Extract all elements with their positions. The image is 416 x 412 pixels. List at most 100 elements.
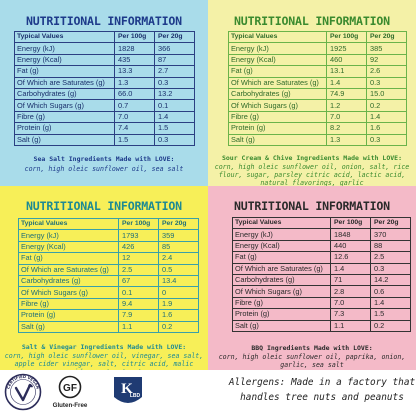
- cell-label: Energy (Kcal): [228, 53, 327, 67]
- table-row: Of Which Sugars (g) 2.8 0.6: [232, 285, 411, 298]
- cell-per100: 1.1: [118, 320, 159, 333]
- cell-label: Protein (g): [18, 309, 119, 322]
- cell-label: Fibre (g): [18, 297, 119, 311]
- cell-label: Energy (Kcal): [14, 53, 115, 67]
- cell-label: Fat (g): [228, 65, 327, 78]
- cell-per100: 74.9: [326, 87, 367, 101]
- cell-label: Protein (g): [228, 122, 327, 135]
- table-row: Of Which Sugars (g) 1.2 0.2: [228, 99, 407, 112]
- cell-per20: 0.1: [154, 99, 195, 112]
- nutrition-table: Typical Values Per 100g Per 20g Energy (kJ)…: [232, 216, 411, 332]
- cell-per20: 2.7: [154, 65, 195, 78]
- cell-per100: 12: [118, 252, 159, 265]
- table-row: Fat (g) 13.3 2.7: [14, 65, 195, 78]
- table-row: Energy (kJ) 1793 359: [18, 229, 199, 242]
- cell-per100: 8.2: [326, 122, 367, 135]
- cell-per100: 71: [330, 273, 371, 287]
- cell-per20: 0.3: [154, 133, 195, 146]
- cell-label: Of Which are Saturates (g): [228, 76, 327, 89]
- cell-label: Fat (g): [14, 65, 115, 78]
- cell-per20: 1.6: [366, 122, 407, 135]
- header-per20: Per 20g: [370, 216, 411, 230]
- cell-label: Fat (g): [18, 252, 119, 265]
- allergens-note: Allergens: Made in a factory that handle…: [228, 377, 416, 403]
- cell-per100: 7.0: [330, 296, 371, 310]
- table-row: Protein (g) 7.4 1.5: [14, 122, 195, 135]
- kosher-mark: K: [121, 381, 133, 397]
- cell-per100: 9.4: [118, 297, 159, 311]
- cell-per100: 2.8: [330, 285, 371, 298]
- cell-per100: 66.0: [114, 87, 155, 101]
- ingredients-text: corn, high oleic sunflower oil, onion, s…: [214, 163, 410, 186]
- table-row: Energy (Kcal) 426 85: [18, 240, 199, 254]
- cell-label: Of Which are Saturates (g): [18, 263, 119, 276]
- kosher-label: LBD: [130, 393, 141, 399]
- cell-per100: 1925: [326, 42, 367, 55]
- cell-label: Protein (g): [14, 122, 115, 135]
- cell-label: Energy (kJ): [232, 228, 331, 241]
- cell-per20: 92: [366, 53, 407, 67]
- cell-per20: 1.4: [154, 110, 195, 124]
- cell-per100: 1848: [330, 228, 371, 241]
- cell-per20: 14.2: [370, 273, 411, 287]
- cell-per20: 13.2: [154, 87, 195, 101]
- cell-per20: 15.0: [366, 87, 407, 101]
- table-row: Carbohydrates (g) 67 13.4: [18, 274, 199, 288]
- gluten-free-label: Gluten-Free: [53, 402, 88, 409]
- cell-per20: 1.4: [370, 296, 411, 310]
- table-row: Fibre (g) 9.4 1.9: [18, 297, 199, 311]
- cell-label: Energy (kJ): [18, 229, 119, 242]
- cell-label: Carbohydrates (g): [14, 87, 115, 101]
- cell-label: Carbohydrates (g): [18, 274, 119, 288]
- cell-label: Carbohydrates (g): [232, 273, 331, 287]
- header-per20: Per 20g: [366, 30, 407, 44]
- table-header-row: Typical Values Per 100g Per 20g: [228, 30, 407, 44]
- ingredients-text: corn, high oleic sunflower oil, vinegar,…: [4, 352, 204, 370]
- cell-per100: 1.4: [330, 262, 371, 275]
- cell-label: Energy (Kcal): [232, 239, 331, 253]
- cell-label: Salt (g): [228, 133, 327, 146]
- cell-label: Of Which are Saturates (g): [232, 262, 331, 275]
- header-label: Typical Values: [232, 216, 331, 230]
- header-label: Typical Values: [18, 217, 119, 231]
- cell-label: Protein (g): [232, 308, 331, 321]
- cell-per100: 440: [330, 239, 371, 253]
- header-per100: Per 100g: [118, 217, 159, 231]
- panel-sea-salt: NUTRITIONAL INFORMATION Typical Values Pe…: [0, 0, 208, 186]
- cell-per100: 1.4: [326, 76, 367, 89]
- cell-label: Of Which Sugars (g): [232, 285, 331, 298]
- table-row: Energy (kJ) 1848 370: [232, 228, 411, 241]
- cell-per20: 0.3: [154, 76, 195, 89]
- table-row: Fat (g) 13.1 2.6: [228, 65, 407, 78]
- cell-per100: 1.2: [326, 99, 367, 112]
- panel-title: NUTRITIONAL INFORMATION: [26, 199, 182, 213]
- table-row: Energy (Kcal) 440 88: [232, 239, 411, 253]
- nutrition-table: Typical Values Per 100g Per 20g Energy (kJ)…: [18, 217, 199, 333]
- cell-per20: 1.4: [366, 110, 407, 124]
- header-per100: Per 100g: [326, 30, 367, 44]
- cell-label: Of Which Sugars (g): [14, 99, 115, 112]
- cell-per100: 12.6: [330, 251, 371, 264]
- header-per20: Per 20g: [154, 30, 195, 44]
- cell-label: Energy (kJ): [14, 42, 115, 55]
- cell-per20: 0.3: [366, 133, 407, 146]
- panel-title: NUTRITIONAL INFORMATION: [234, 14, 390, 28]
- table-header-row: Typical Values Per 100g Per 20g: [232, 216, 411, 230]
- panel-sour-cream-chive: NUTRITIONAL INFORMATION Typical Values Pe…: [208, 0, 416, 186]
- cell-per20: 2.4: [158, 252, 199, 265]
- table-row: Energy (kJ) 1925 385: [228, 42, 407, 55]
- table-row: Fibre (g) 7.0 1.4: [232, 296, 411, 310]
- cell-label: Fibre (g): [232, 296, 331, 310]
- cell-per20: 0.3: [366, 76, 407, 89]
- table-header-row: Typical Values Per 100g Per 20g: [14, 30, 195, 44]
- cell-per100: 1.3: [114, 76, 155, 89]
- cell-per20: 2.6: [366, 65, 407, 78]
- cell-per20: 0.6: [370, 285, 411, 298]
- cell-per100: 435: [114, 53, 155, 67]
- table-row: Salt (g) 1.1 0.2: [18, 320, 199, 333]
- vegan-badge-icon: CERTIFIED VEGAN: [4, 373, 42, 411]
- cell-per20: 0.2: [158, 320, 199, 333]
- cell-per100: 460: [326, 53, 367, 67]
- cell-label: Fat (g): [232, 251, 331, 264]
- cell-per20: 85: [158, 240, 199, 254]
